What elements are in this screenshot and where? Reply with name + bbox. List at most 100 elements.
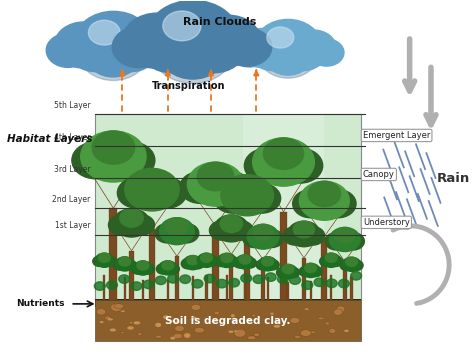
Ellipse shape <box>228 330 234 333</box>
Circle shape <box>243 183 281 213</box>
Circle shape <box>266 260 279 270</box>
Circle shape <box>221 175 273 216</box>
Ellipse shape <box>163 315 169 319</box>
Circle shape <box>89 20 120 45</box>
Circle shape <box>262 257 273 266</box>
Ellipse shape <box>344 330 349 332</box>
Circle shape <box>236 255 254 269</box>
Circle shape <box>305 263 317 273</box>
Circle shape <box>276 267 290 278</box>
Ellipse shape <box>310 331 316 333</box>
Circle shape <box>113 260 126 270</box>
Circle shape <box>55 22 113 68</box>
Ellipse shape <box>184 333 191 338</box>
Circle shape <box>197 162 234 191</box>
Text: Rain: Rain <box>437 172 470 184</box>
Bar <box>287 282 289 300</box>
Circle shape <box>81 131 146 182</box>
Circle shape <box>123 260 136 270</box>
Circle shape <box>92 131 135 164</box>
Circle shape <box>134 261 152 275</box>
Circle shape <box>255 19 321 70</box>
Text: 5th Layer: 5th Layer <box>54 101 91 110</box>
Circle shape <box>283 37 325 70</box>
Circle shape <box>253 224 273 240</box>
Ellipse shape <box>290 318 300 323</box>
Circle shape <box>143 280 154 289</box>
Text: Canopy: Canopy <box>363 170 395 179</box>
Circle shape <box>75 11 152 72</box>
Circle shape <box>195 15 261 66</box>
Circle shape <box>335 227 355 243</box>
Ellipse shape <box>111 303 122 312</box>
Ellipse shape <box>134 321 140 325</box>
Ellipse shape <box>334 309 343 315</box>
Text: Habitat Layers: Habitat Layers <box>7 134 92 144</box>
Circle shape <box>107 281 118 289</box>
Text: 2nd Layer: 2nd Layer <box>53 195 91 204</box>
Bar <box>350 277 353 300</box>
Circle shape <box>187 256 199 265</box>
Circle shape <box>314 278 325 287</box>
Circle shape <box>162 261 173 270</box>
Circle shape <box>147 178 186 208</box>
Ellipse shape <box>163 315 169 319</box>
Bar <box>343 261 346 300</box>
Ellipse shape <box>234 330 237 332</box>
Circle shape <box>168 274 178 283</box>
Circle shape <box>221 253 233 262</box>
Circle shape <box>95 253 113 267</box>
Circle shape <box>325 232 347 250</box>
Bar <box>142 279 144 300</box>
Circle shape <box>253 275 264 283</box>
Ellipse shape <box>173 334 182 339</box>
Circle shape <box>184 256 202 270</box>
Circle shape <box>72 142 119 179</box>
Ellipse shape <box>337 306 345 313</box>
Bar <box>261 260 265 300</box>
Circle shape <box>86 35 141 77</box>
Ellipse shape <box>191 316 197 320</box>
Bar <box>229 254 233 300</box>
Circle shape <box>94 282 105 290</box>
Circle shape <box>155 276 166 284</box>
Circle shape <box>264 138 303 169</box>
Circle shape <box>116 24 170 66</box>
Ellipse shape <box>214 312 219 314</box>
Bar <box>124 277 126 300</box>
Circle shape <box>343 257 361 271</box>
Circle shape <box>329 256 343 266</box>
Ellipse shape <box>97 309 106 315</box>
Circle shape <box>277 275 288 283</box>
Circle shape <box>286 267 300 278</box>
Bar <box>205 275 208 300</box>
Circle shape <box>338 279 349 288</box>
Circle shape <box>260 230 283 247</box>
Circle shape <box>259 33 317 78</box>
Bar <box>310 281 312 300</box>
Ellipse shape <box>155 335 162 338</box>
Circle shape <box>79 27 147 80</box>
Ellipse shape <box>100 321 104 323</box>
Bar <box>95 299 361 308</box>
Circle shape <box>228 278 239 287</box>
Circle shape <box>70 33 120 72</box>
Circle shape <box>346 257 357 266</box>
Circle shape <box>138 35 179 66</box>
Circle shape <box>244 148 289 183</box>
Ellipse shape <box>270 313 274 315</box>
Circle shape <box>292 190 328 218</box>
Text: Rain Clouds: Rain Clouds <box>183 17 257 27</box>
Circle shape <box>340 260 353 271</box>
Circle shape <box>174 224 199 243</box>
Bar <box>330 274 332 300</box>
Ellipse shape <box>121 310 125 312</box>
Ellipse shape <box>231 314 235 317</box>
Circle shape <box>214 215 248 242</box>
Ellipse shape <box>294 335 301 338</box>
Circle shape <box>109 215 135 235</box>
Circle shape <box>309 266 322 277</box>
Circle shape <box>319 256 333 266</box>
Circle shape <box>225 256 238 267</box>
Circle shape <box>118 275 129 283</box>
